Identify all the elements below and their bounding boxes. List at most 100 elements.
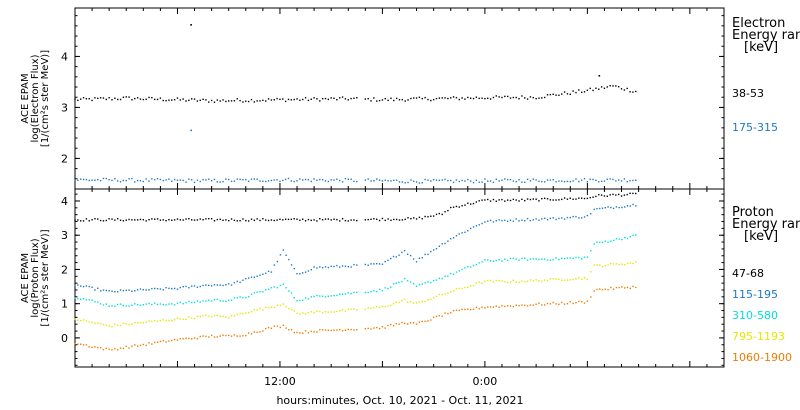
data-point [88,346,90,348]
data-point [287,218,290,221]
data-point [555,218,557,221]
data-point [604,206,607,209]
data-point [288,258,290,261]
data-point [196,100,199,102]
data-point [621,286,623,288]
data-point [593,208,595,211]
data-point [566,180,569,183]
data-point [575,256,577,259]
data-point [222,284,224,287]
data-point [282,98,284,100]
data-point [293,98,295,101]
data-point [245,277,247,280]
data-point [94,97,96,99]
data-point [424,215,426,218]
data-point [583,197,586,200]
data-point [535,303,537,305]
data-point [162,319,164,321]
data-point [615,85,617,87]
data-point [521,181,523,183]
data-point [139,218,142,221]
data-point [390,257,392,260]
data-point [469,266,472,268]
data-point [79,98,82,100]
data-point [125,219,127,221]
data-point [552,93,554,95]
data-point [378,288,381,291]
data-point [635,179,637,181]
data-point [91,299,93,301]
data-point [589,178,591,181]
data-point [635,286,637,289]
data-point [592,89,594,92]
data-point [447,292,449,294]
data-point [290,308,293,311]
data-point [250,276,253,278]
data-point [344,177,347,180]
data-point [270,99,273,101]
data-point [165,179,167,181]
data-point [122,96,125,99]
data-point [182,338,184,340]
data-point [590,271,592,273]
data-point [563,218,566,220]
data-point [253,331,256,333]
data-point [521,219,523,221]
data-point [621,206,623,209]
data-point [287,98,290,101]
data-point [205,284,207,286]
data-point [216,181,219,183]
data-point [620,88,623,90]
data-point [247,332,250,334]
data-point [236,98,238,100]
data-point [381,99,384,101]
data-point [415,218,418,220]
data-point [484,221,486,223]
data-point [438,179,441,182]
data-point [432,297,435,299]
data-point [91,99,93,102]
data-point [259,180,261,182]
data-point [541,97,543,99]
data-point [316,310,318,313]
data-point [387,305,389,307]
data-point [467,266,469,268]
data-point [142,304,145,306]
data-point [629,287,631,290]
data-point [583,216,586,218]
data-point [558,94,560,96]
data-point [401,280,403,283]
data-point [592,178,594,181]
data-point [487,259,489,261]
data-point [509,305,512,307]
data-point [356,219,358,222]
data-point [265,306,267,308]
data-point [430,99,432,102]
data-point [208,284,210,287]
data-point [541,280,543,283]
data-point [626,193,628,196]
data-point [284,218,287,220]
data-point [173,98,176,101]
data-point [384,97,386,100]
data-point [191,285,193,287]
data-point [270,286,273,289]
outlier-point [598,75,601,77]
data-point [418,321,421,323]
data-point [148,180,150,182]
data-point [125,96,127,98]
data-point [171,339,173,342]
data-point [629,235,631,238]
data-point [94,346,96,348]
data-point [529,219,532,222]
data-point [569,257,571,259]
data-point [447,275,449,277]
data-point [350,219,352,221]
data-point [111,305,113,307]
data-point [185,318,187,321]
data-point [156,218,159,220]
data-point [105,347,108,350]
data-point [430,180,432,182]
data-point [265,219,267,221]
data-point [512,220,515,222]
